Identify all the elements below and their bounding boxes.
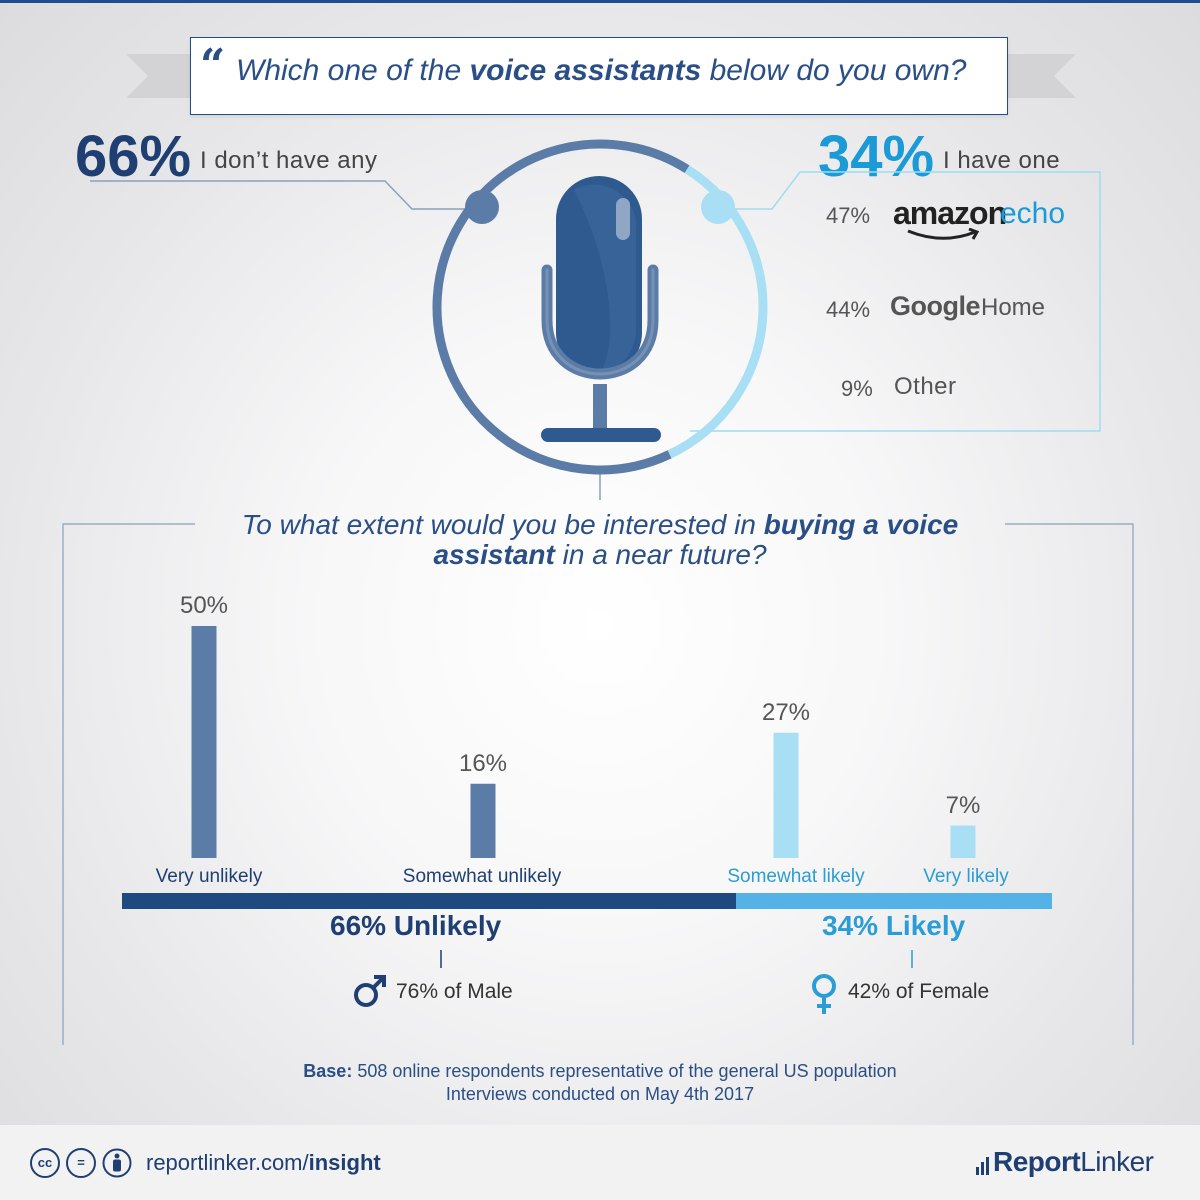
unlikely-summary: 66% Unlikely — [330, 910, 502, 941]
male-note: 76% of Male — [396, 980, 513, 1003]
female-icon — [812, 974, 836, 1014]
male-icon — [354, 975, 386, 1007]
other-pct: 9% — [841, 376, 873, 401]
none-label: I don’t have any — [200, 147, 378, 174]
one-label: I have one — [943, 147, 1061, 174]
bar-very-likely — [950, 825, 976, 858]
footer — [0, 1125, 1200, 1200]
none-pct: 66% — [75, 124, 192, 189]
bar-value-label: 16% — [458, 749, 508, 777]
quote-icon: “ — [200, 40, 226, 91]
unlikely-band — [122, 893, 736, 909]
category-label: Very unlikely — [155, 866, 263, 887]
category-label: Somewhat likely — [727, 866, 865, 887]
bar-very-unlikely — [191, 626, 217, 858]
ring-none-arc — [432, 139, 690, 475]
footer-url[interactable]: reportlinker.com/insight — [146, 1150, 381, 1175]
echo-label: echo — [1000, 197, 1066, 230]
category-label: Very likely — [923, 866, 1009, 887]
reportlinker-logo — [976, 1157, 989, 1175]
question1-box — [190, 37, 1008, 115]
google-home-logo: Google — [890, 291, 981, 321]
category-label: Somewhat unlikely — [402, 866, 562, 887]
female-note: 42% of Female — [848, 980, 990, 1003]
likely-summary: 34% Likely — [822, 910, 966, 941]
other-label: Other — [894, 373, 957, 400]
microphone-icon — [541, 176, 661, 442]
bar-somewhat-unlikely — [470, 783, 496, 858]
top-border — [0, 0, 1200, 3]
google-pct: 44% — [826, 297, 871, 322]
equal-icon: = — [66, 1148, 96, 1178]
none-marker — [465, 190, 499, 224]
amazon-echo-logo: amazon — [893, 195, 1007, 231]
base-note: Base: 508 online respondents representat… — [303, 1061, 897, 1104]
bar-value-label: 7% — [945, 791, 981, 819]
bar-value-label: 27% — [761, 698, 811, 726]
bar-somewhat-likely — [773, 732, 799, 858]
question2-text: To what extent would you be interested i… — [241, 509, 959, 570]
one-connector — [690, 171, 1101, 432]
reportlinker-wordmark: ReportLinker — [993, 1146, 1154, 1177]
one-marker — [701, 190, 735, 224]
cc-icon: cc — [30, 1148, 60, 1178]
question1-text: Which one of the voice assistants below … — [236, 54, 967, 87]
likely-band — [736, 893, 1052, 909]
none-connector — [90, 180, 470, 210]
attribution-icon — [102, 1148, 132, 1178]
amazon-pct: 47% — [826, 203, 871, 228]
amazon-smile-icon — [907, 228, 980, 240]
one-pct: 34% — [818, 124, 935, 189]
home-label: Home — [981, 294, 1046, 321]
ownership-ring-chart — [90, 139, 1101, 500]
bar-value-label: 50% — [179, 592, 229, 619]
